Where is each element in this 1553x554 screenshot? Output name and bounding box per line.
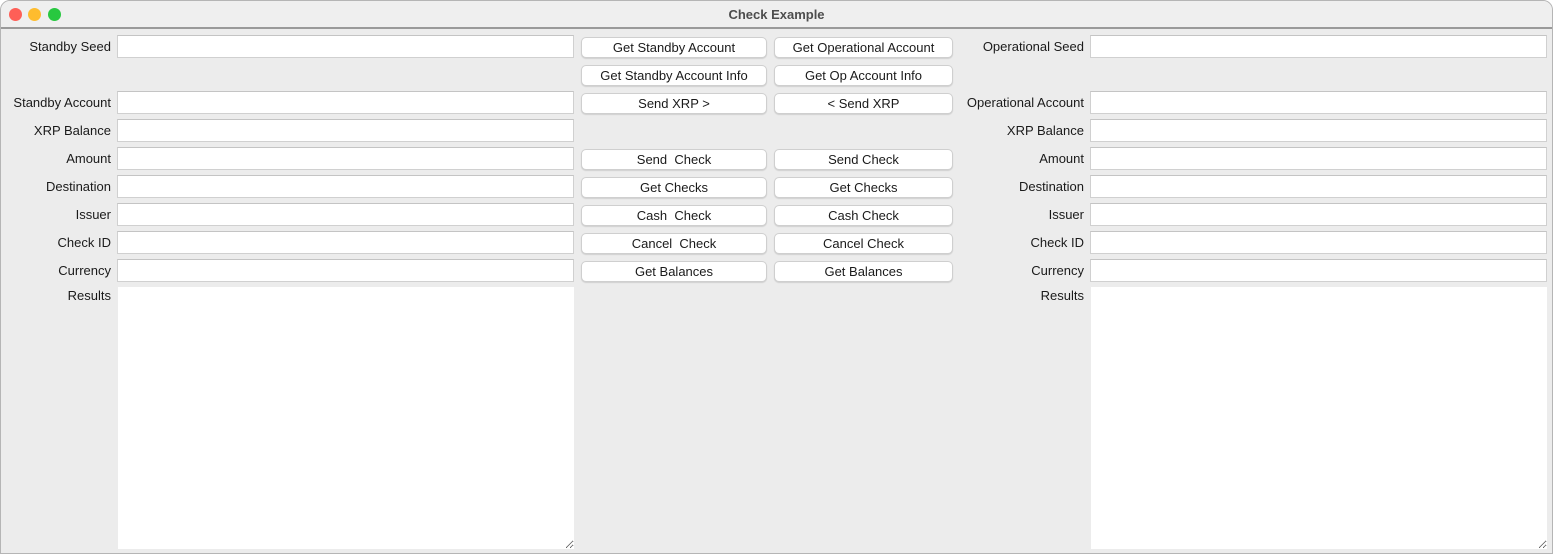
title-bar: Check Example [1, 1, 1552, 29]
standby-cash-check-button[interactable]: Cash Check [581, 205, 767, 226]
operational-destination-input[interactable] [1090, 175, 1547, 198]
operational-balance-label: XRP Balance [1006, 123, 1084, 138]
operational-check-id-input[interactable] [1090, 231, 1547, 254]
operational-results-textarea[interactable] [1091, 287, 1547, 549]
operational-check-id-label: Check ID [1030, 235, 1084, 250]
operational-get-checks-button[interactable]: Get Checks [774, 177, 953, 198]
operational-destination-label: Destination [1018, 179, 1084, 194]
operational-account-input[interactable] [1090, 91, 1547, 114]
standby-amount-label: Amount [66, 151, 111, 166]
operational-cancel-check-button[interactable]: Cancel Check [774, 233, 953, 254]
get-operational-account-button[interactable]: Get Operational Account [774, 37, 953, 58]
operational-send-check-button[interactable]: Send Check [774, 149, 953, 170]
standby-send-check-button[interactable]: Send Check [581, 149, 767, 170]
operational-currency-input[interactable] [1090, 259, 1547, 282]
standby-send-xrp-button[interactable]: Send XRP > [581, 93, 767, 114]
standby-destination-input[interactable] [117, 175, 574, 198]
get-standby-account-info-button[interactable]: Get Standby Account Info [581, 65, 767, 86]
operational-seed-label: Operational Seed [982, 39, 1084, 54]
window-title: Check Example [728, 7, 825, 22]
standby-get-balances-button[interactable]: Get Balances [581, 261, 767, 282]
operational-amount-label: Amount [1039, 151, 1084, 166]
operational-results-label: Results [1040, 288, 1084, 303]
standby-balance-input[interactable] [117, 119, 574, 142]
operational-currency-label: Currency [1031, 263, 1084, 278]
maximize-button[interactable] [48, 8, 61, 21]
close-button[interactable] [9, 8, 22, 21]
operational-issuer-label: Issuer [1048, 207, 1084, 222]
standby-issuer-label: Issuer [75, 207, 111, 222]
standby-balance-label: XRP Balance [33, 123, 111, 138]
get-standby-account-button[interactable]: Get Standby Account [581, 37, 767, 58]
standby-check-id-input[interactable] [117, 231, 574, 254]
operational-seed-input[interactable] [1090, 35, 1547, 58]
operational-amount-input[interactable] [1090, 147, 1547, 170]
minimize-button[interactable] [28, 8, 41, 21]
operational-balance-input[interactable] [1090, 119, 1547, 142]
get-op-account-info-button[interactable]: Get Op Account Info [774, 65, 953, 86]
operational-get-balances-button[interactable]: Get Balances [774, 261, 953, 282]
standby-account-input[interactable] [117, 91, 574, 114]
standby-issuer-input[interactable] [117, 203, 574, 226]
operational-cash-check-button[interactable]: Cash Check [774, 205, 953, 226]
standby-seed-label: Standby Seed [29, 39, 111, 54]
standby-destination-label: Destination [45, 179, 111, 194]
operational-send-xrp-button[interactable]: < Send XRP [774, 93, 953, 114]
standby-amount-input[interactable] [117, 147, 574, 170]
standby-get-checks-button[interactable]: Get Checks [581, 177, 767, 198]
standby-seed-input[interactable] [117, 35, 574, 58]
standby-account-label: Standby Account [13, 95, 111, 110]
operational-issuer-input[interactable] [1090, 203, 1547, 226]
standby-check-id-label: Check ID [57, 235, 111, 250]
standby-currency-input[interactable] [117, 259, 574, 282]
standby-results-label: Results [67, 288, 111, 303]
standby-results-textarea[interactable] [118, 287, 574, 549]
operational-account-label: Operational Account [966, 95, 1084, 110]
standby-cancel-check-button[interactable]: Cancel Check [581, 233, 767, 254]
standby-currency-label: Currency [58, 263, 111, 278]
